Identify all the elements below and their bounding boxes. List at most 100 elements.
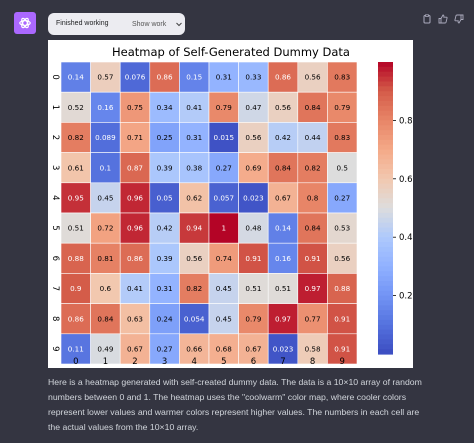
x-tick-label: 2 — [132, 357, 137, 367]
heatmap-cell — [238, 91, 269, 123]
heatmap-figure: Heatmap of Self-Generated Dummy Data 0.1… — [48, 40, 413, 368]
cell-value-label: 0.48 — [245, 224, 261, 233]
cell-value-label: 0.16 — [275, 254, 291, 263]
colorbar-segment — [378, 198, 393, 204]
heatmap-cell — [119, 91, 151, 123]
colorbar-segment — [378, 110, 393, 117]
assistant-message: Here is a heatmap generated with self-cr… — [48, 377, 422, 432]
colorbar-segment — [378, 295, 393, 302]
cell-value-label: 0.75 — [127, 103, 143, 112]
y-tick-label: 1 — [50, 105, 60, 110]
clipboard-icon[interactable] — [422, 14, 432, 24]
colorbar-tick-label: 0.6 — [399, 175, 413, 185]
cell-value-label: 0.88 — [334, 284, 350, 293]
cell-value-label: 0.42 — [275, 133, 291, 142]
colorbar-segment — [378, 71, 393, 78]
y-tick-label: 6 — [50, 256, 60, 261]
cell-value-label: 0.67 — [127, 345, 143, 354]
cell-value-label: 0.84 — [305, 103, 321, 112]
colorbar-segment — [378, 290, 393, 297]
cell-value-label: 0.49 — [97, 345, 113, 354]
colorbar-segment — [378, 242, 393, 248]
heatmap-cell — [90, 91, 121, 123]
cell-value-label: 0.67 — [245, 345, 261, 354]
heatmap-cell — [119, 273, 151, 304]
colorbar-segment — [378, 251, 393, 258]
cell-value-label: 0.9 — [70, 284, 82, 293]
colorbar-tick-label: 0.4 — [399, 233, 413, 243]
colorbar-segment — [378, 212, 393, 219]
cell-value-label: 0.97 — [275, 314, 291, 323]
cell-value-label: 0.14 — [68, 73, 84, 82]
cell-value-label: 0.42 — [157, 224, 173, 233]
colorbar-segment — [378, 139, 393, 146]
heatmap-cell — [297, 273, 328, 304]
cell-value-label: 0.51 — [245, 284, 261, 293]
heatmap-cell — [119, 152, 151, 184]
x-tick-label: 5 — [221, 357, 226, 367]
cell-value-label: 0.95 — [68, 194, 84, 203]
cell-value-label: 0.11 — [68, 345, 84, 354]
heatmap-cell — [238, 182, 269, 214]
colorbar-segment — [378, 222, 393, 229]
assistant-avatar — [14, 12, 36, 34]
cell-value-label: 0.79 — [245, 314, 261, 323]
colorbar-segment — [378, 237, 393, 243]
colorbar-segment — [378, 344, 393, 350]
cell-value-label: 0.51 — [275, 284, 291, 293]
colorbar-segment — [378, 203, 393, 209]
heatmap-cell — [297, 61, 328, 93]
cell-value-label: 0.56 — [245, 133, 261, 142]
heatmap-cell — [90, 303, 121, 335]
colorbar-segment — [378, 188, 393, 194]
cell-value-label: 0.25 — [157, 133, 173, 142]
openai-logo-icon — [18, 16, 32, 30]
cell-value-label: 0.72 — [97, 224, 113, 233]
cell-value-label: 0.6 — [100, 284, 112, 293]
cell-value-label: 0.61 — [68, 163, 84, 172]
colorbar-segment — [378, 86, 393, 92]
chevron-down-icon — [175, 20, 183, 28]
heatmap-cell — [179, 122, 210, 153]
colorbar-segment — [378, 130, 393, 136]
heatmap-chart: Heatmap of Self-Generated Dummy Data 0.1… — [50, 45, 413, 367]
colorbar-segment — [378, 271, 393, 277]
cell-value-label: 0.58 — [305, 345, 321, 354]
colorbar-segment — [378, 100, 393, 107]
heatmap-cell — [327, 61, 358, 93]
cell-value-label: 0.83 — [334, 73, 350, 82]
cell-value-label: 0.076 — [125, 73, 146, 82]
heatmap-cell — [149, 91, 180, 123]
x-tick-label: 4 — [191, 357, 196, 367]
cell-value-label: 0.56 — [334, 254, 350, 263]
thumbs-down-icon[interactable] — [454, 14, 464, 24]
cell-value-label: 0.45 — [97, 194, 113, 203]
cell-value-label: 0.91 — [334, 345, 350, 354]
colorbar-segment — [378, 81, 393, 87]
cell-value-label: 0.96 — [127, 194, 143, 203]
heatmap-cell — [208, 152, 239, 184]
heatmap-cell — [327, 333, 358, 365]
chart-title: Heatmap of Self-Generated Dummy Data — [112, 45, 350, 59]
colorbar-segment — [378, 319, 393, 326]
colorbar-segment — [378, 300, 393, 306]
heatmap-cell — [179, 152, 210, 184]
cell-value-label: 0.05 — [157, 194, 173, 203]
heatmap-cell — [267, 61, 299, 93]
colorbar-segment — [378, 217, 393, 224]
cell-value-label: 0.74 — [216, 254, 232, 263]
cell-value-label: 0.41 — [127, 284, 143, 293]
colorbar-segment — [378, 276, 393, 282]
cell-value-label: 0.34 — [157, 103, 173, 112]
cell-value-label: 0.054 — [184, 314, 205, 323]
show-work-toggle[interactable]: Show work — [132, 17, 183, 31]
x-tick-label: 1 — [103, 357, 108, 367]
thumbs-up-icon[interactable] — [438, 14, 448, 24]
heatmap-cell — [90, 273, 121, 304]
heatmap-cell — [90, 152, 121, 184]
cell-value-label: 0.45 — [216, 284, 232, 293]
y-tick-label: 3 — [50, 165, 60, 170]
heatmap-cell — [179, 242, 210, 274]
heatmap-cell — [149, 273, 180, 304]
colorbar-segment — [378, 115, 393, 121]
